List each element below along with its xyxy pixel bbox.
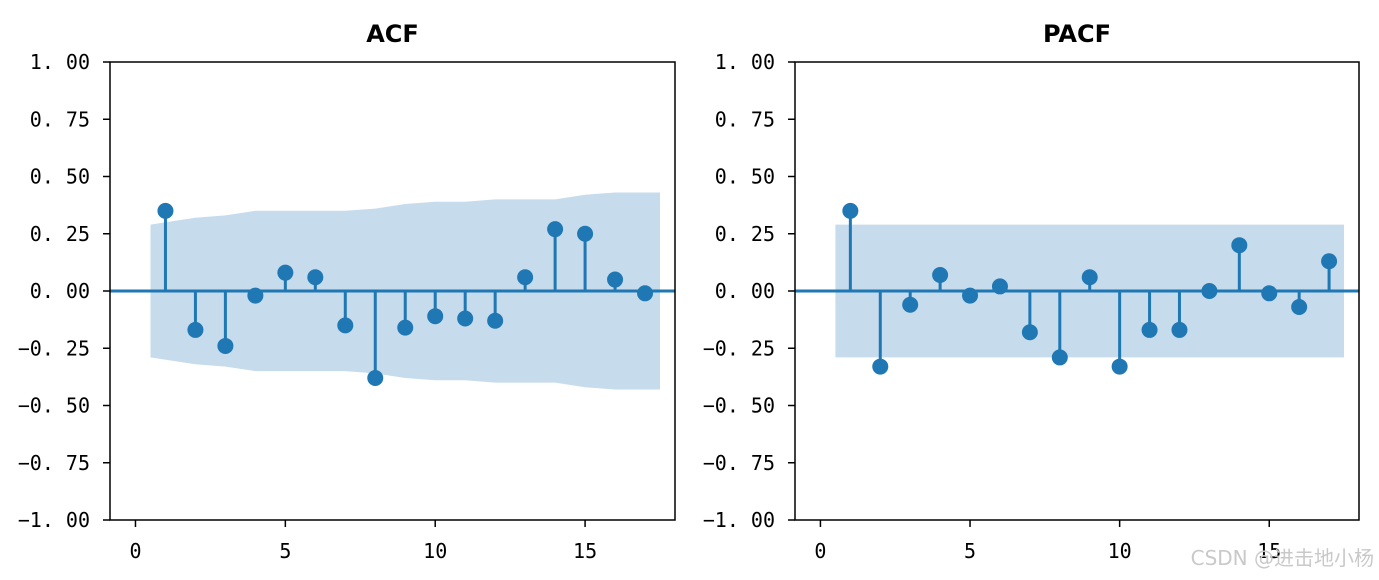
- y-tick-label: −1. 00: [18, 508, 90, 532]
- stem-marker: [1111, 358, 1128, 375]
- stem-marker: [1081, 269, 1098, 286]
- stem-marker: [247, 287, 264, 304]
- chart-title: ACF: [366, 20, 419, 48]
- y-tick-label: 0. 50: [30, 165, 90, 189]
- stem-marker: [1171, 321, 1188, 338]
- stem-marker: [337, 317, 354, 334]
- y-tick-label: 0. 50: [715, 165, 775, 189]
- stem-marker: [872, 358, 889, 375]
- watermark-text: CSDN @进击地小杨: [1191, 546, 1374, 570]
- stem-marker: [962, 287, 979, 304]
- stem-marker: [1051, 349, 1068, 366]
- stem-marker: [547, 221, 564, 238]
- y-tick-label: 0. 00: [715, 279, 775, 303]
- stem-marker: [307, 269, 324, 286]
- y-tick-label: −0. 75: [703, 451, 775, 475]
- x-tick-label: 0: [814, 539, 826, 563]
- x-tick-label: 5: [279, 539, 291, 563]
- y-tick-label: 0. 25: [715, 222, 775, 246]
- y-tick-label: 0. 75: [715, 107, 775, 131]
- stem-marker: [1201, 283, 1218, 299]
- stem-marker: [397, 319, 414, 336]
- stem-marker: [427, 308, 444, 325]
- stem-marker: [577, 225, 594, 242]
- x-tick-label: 10: [1108, 539, 1132, 563]
- stem-marker: [637, 285, 654, 302]
- x-tick-label: 5: [964, 539, 976, 563]
- stem-marker: [1261, 285, 1278, 302]
- stem-marker: [367, 370, 384, 387]
- stem-marker: [457, 310, 474, 327]
- stem-marker: [607, 271, 624, 288]
- x-tick-label: 15: [1257, 539, 1281, 563]
- y-tick-label: 1. 00: [30, 50, 90, 74]
- stem-marker: [217, 337, 234, 354]
- y-tick-label: −1. 00: [703, 508, 775, 532]
- stem-marker: [932, 266, 949, 283]
- y-tick-label: 0. 75: [30, 107, 90, 131]
- stem-marker: [157, 202, 174, 219]
- stem-marker: [187, 321, 204, 338]
- y-tick-label: −0. 25: [18, 336, 90, 360]
- y-tick-label: −0. 50: [18, 394, 90, 418]
- stem-marker: [1021, 324, 1038, 341]
- y-tick-label: 0. 00: [30, 279, 90, 303]
- chart-title: PACF: [1043, 20, 1111, 48]
- stem-marker: [991, 278, 1008, 295]
- stem-marker: [277, 264, 294, 281]
- y-tick-label: −0. 25: [703, 336, 775, 360]
- acf-panel: ACF 1. 00 0. 75 0. 50 0. 25 0. 00 −0. 25 −0. 50…: [18, 20, 676, 563]
- y-tick-label: 0. 25: [30, 222, 90, 246]
- y-tick-label: 1. 00: [715, 50, 775, 74]
- pacf-panel: PACF 1. 00 0. 75 0. 50 0. 25 0. 00 −0. 25 −0. 5…: [703, 20, 1360, 563]
- x-tick-label: 0: [129, 539, 141, 563]
- stem-marker: [902, 296, 919, 313]
- stem-marker: [1231, 237, 1248, 254]
- stem-marker: [487, 312, 504, 329]
- stem-marker: [842, 202, 859, 219]
- stem-marker: [1141, 321, 1158, 338]
- stem-marker: [1291, 299, 1308, 316]
- stem-marker: [1321, 253, 1338, 270]
- x-tick-label: 15: [573, 539, 597, 563]
- y-tick-label: −0. 75: [18, 451, 90, 475]
- y-tick-label: −0. 50: [703, 394, 775, 418]
- x-tick-label: 10: [423, 539, 447, 563]
- stem-marker: [517, 269, 534, 286]
